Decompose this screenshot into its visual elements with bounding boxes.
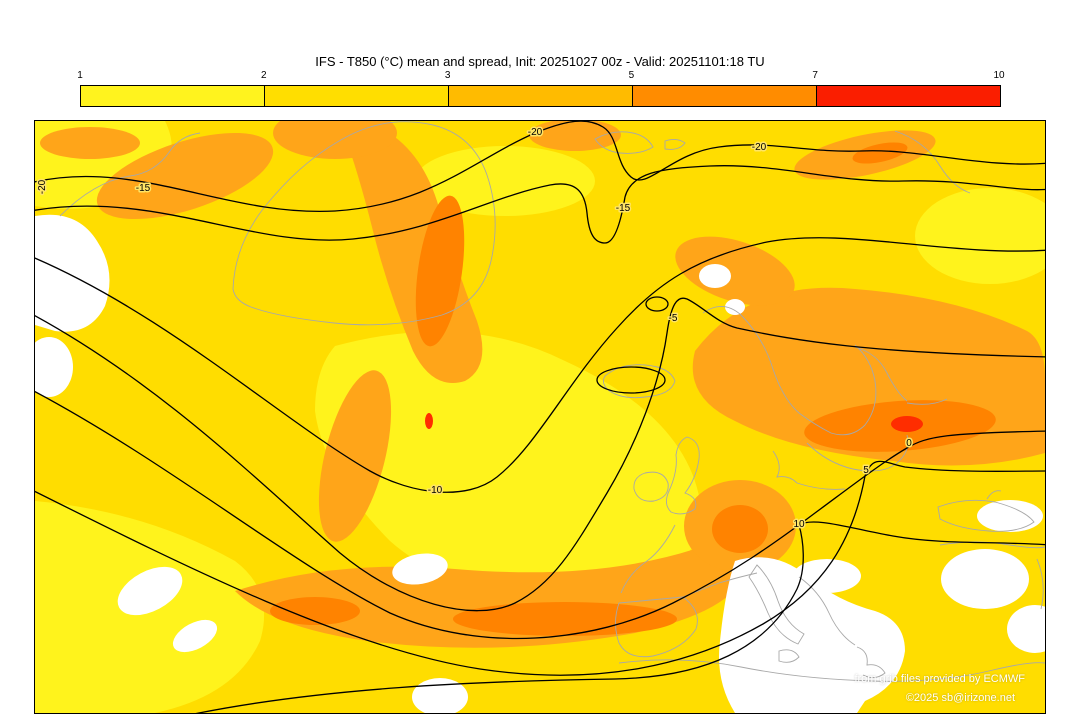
colorbar-ticks: 1 2 3 5 7 10 [77,70,1004,82]
spread-colorbar [80,85,1001,107]
spread-field [35,121,1045,713]
colorbar-segment [633,86,817,106]
contour-label: -20 [752,142,767,153]
contour-label: -15 [136,183,151,194]
contour-label: 5 [863,465,869,476]
attribution-ecmwf: from grib files provided by ECMWF [854,673,1025,685]
temperature-contours [35,121,1045,713]
contour-labels: -20 -20 -15 -10 -5 0 5 10 -20 -15 [36,126,914,532]
colorbar-segment [817,86,1000,106]
contour-label: 10 [793,519,805,530]
weather-map: -20 -20 -15 -10 -5 0 5 10 -20 -15 from g… [34,120,1046,714]
spread-low-region [35,214,1045,713]
contour-label: -10 [428,485,443,496]
contour-label: -20 [37,179,48,194]
spread-1-2-region [35,121,1045,713]
attribution-copyright: ©2025 sb@irizone.net [905,692,1015,704]
coastlines [59,121,1045,682]
contour-label: 0 [906,438,912,449]
colorbar-segment [449,86,633,106]
tick-label: 3 [444,70,451,81]
tick-label: 10 [993,70,1005,81]
colorbar-segment [265,86,449,106]
page-title: IFS - T850 (°C) mean and spread, Init: 2… [315,54,765,69]
contour-label: -5 [669,313,678,324]
tick-label: 1 [77,70,83,81]
contour-label: -20 [528,127,543,138]
map-canvas: -20 -20 -15 -10 -5 0 5 10 -20 -15 [35,121,1045,713]
tick-label: 5 [628,70,635,81]
tick-label: 2 [261,70,267,81]
colorbar-segment [81,86,265,106]
contour-label: -15 [616,203,631,214]
tick-label: 7 [812,70,818,81]
spread-7-10-region [425,413,923,432]
